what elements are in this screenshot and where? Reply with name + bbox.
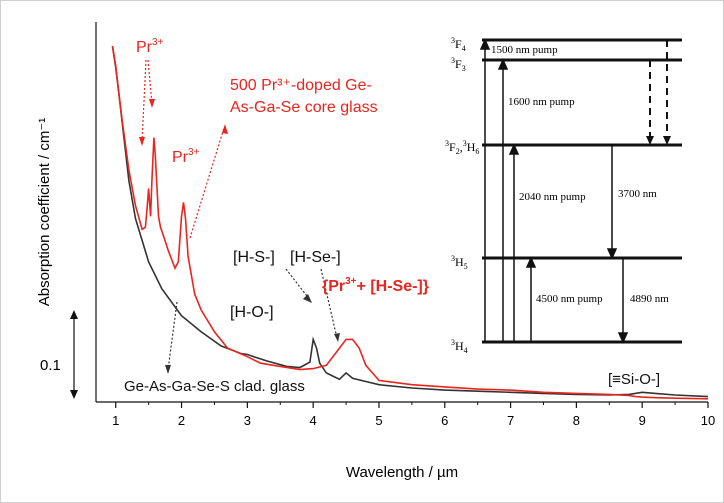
ho-label: [H-O-] [230,304,274,321]
x-tick-label-10: 10 [701,413,715,428]
x-tick-label-3: 3 [244,413,251,428]
x-tick-label-7: 7 [507,413,514,428]
pr-label-mid: Pr3+ [172,147,200,166]
transition-2040: 2040 nm pump [519,191,586,203]
x-tick-label-9: 9 [639,413,646,428]
pr-label-left: Pr3+ [136,37,164,56]
sio-label: [≡Si-O-] [608,371,660,388]
series-clad-glass-line [111,45,709,398]
annotation-arrows [141,59,338,371]
x-axis-title: Wavelength / µm [346,464,458,481]
energy-level-diagram: 3F4 3F3 3F2,3H6 3H5 3H4 1500 nm pump 160… [443,26,691,355]
transition-3700: 3700 nm [618,188,657,200]
level-label-3h4: 3H4 [451,338,468,355]
level-label-3f3: 3F3 [451,56,466,73]
hs-label: [H-S-] [233,249,275,266]
arrow-heads [139,99,340,374]
pr-hse-label: {Pr3++ [H-Se-]} [322,276,429,295]
clad-glass-label: Ge-As-Ga-Se-S clad. glass [124,378,305,395]
transition-4500: 4500 nm pump [536,293,603,305]
transition-1600: 1600 nm pump [508,96,575,108]
x-tick-label-4: 4 [310,413,317,428]
y-axis-title: Absorption coefficient / cm⁻¹ [36,118,53,307]
scale-bar-label: 0.1 [40,357,61,374]
transition-4890: 4890 nm [630,293,669,305]
series-core-glass-line [111,45,709,400]
core-glass-label-2: As-Ga-Se core glass [230,99,378,116]
hse-label: [H-Se-] [290,249,341,266]
scale-bar: 0.1 [40,310,78,399]
transition-1500: 1500 nm pump [491,44,558,56]
x-tick-label-8: 8 [573,413,580,428]
x-ticks: 1 2 3 4 5 6 7 8 9 10 [112,402,715,428]
x-tick-label-5: 5 [375,413,382,428]
level-label-3f4: 3F4 [451,36,466,53]
x-tick-label-1: 1 [112,413,119,428]
core-glass-label-1: 500 Pr³⁺-doped Ge- [230,77,372,94]
x-tick-label-6: 6 [441,413,448,428]
level-label-3h5: 3H5 [451,254,468,271]
x-tick-label-2: 2 [178,413,185,428]
level-label-3f2-3h6: 3F2,3H6 [445,139,479,156]
